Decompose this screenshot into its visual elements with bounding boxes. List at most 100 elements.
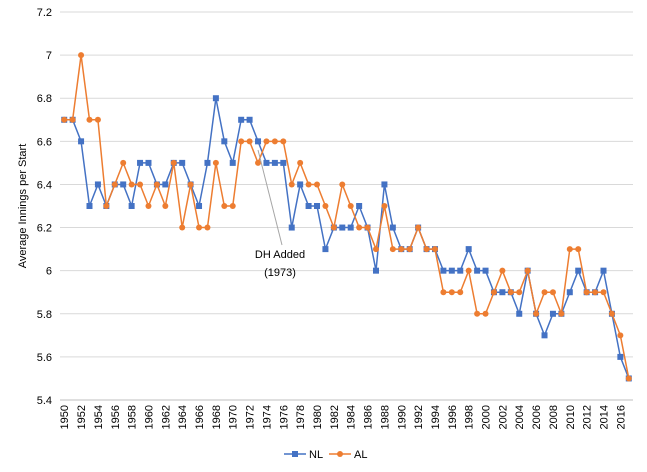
data-point-al [86,116,93,123]
series-layer [61,52,632,382]
data-point-nl [145,159,152,166]
data-point-al [625,375,632,382]
data-point-al [356,224,363,231]
series-al [61,52,632,382]
data-point-nl [297,181,304,188]
data-point-al [533,310,540,317]
data-point-al [431,246,438,253]
y-tick-label: 5.4 [37,395,52,407]
data-point-al [229,203,236,209]
x-tick-label: 1988 [379,405,391,429]
data-point-nl [347,224,354,231]
data-point-al [440,289,447,296]
data-point-nl [314,203,321,209]
x-tick-label: 1998 [464,405,476,429]
data-point-al [507,289,514,296]
x-tick-label: 2010 [565,405,577,429]
data-point-al [372,246,379,253]
x-tick-label: 2014 [599,405,611,429]
data-point-nl [263,159,270,166]
data-point-nl [288,224,295,231]
data-point-al [322,203,329,209]
data-point-al [153,181,160,188]
data-point-al [314,181,321,188]
x-tick-label: 2006 [531,405,543,429]
y-tick-label: 6.6 [37,136,52,148]
x-tick-label: 2004 [514,405,526,429]
legend-al-marker [337,451,343,457]
data-point-al [238,138,245,145]
x-tick-label: 1970 [228,405,240,429]
x-tick-label: 1952 [76,405,88,429]
x-tick-label: 1954 [93,405,105,429]
x-tick-label: 2016 [615,405,627,429]
annotation-line-2: (1973) [264,267,296,279]
y-axis-ticks: 5.4 5.6 5.8 6 6.2 6.4 6.6 6.8 7 7.2 [37,7,52,407]
data-point-al [558,310,565,317]
data-point-nl [137,159,144,166]
x-tick-label: 1960 [143,405,155,429]
data-point-nl [94,181,101,188]
x-tick-label: 1980 [312,405,324,429]
data-point-nl [389,224,396,231]
data-point-al [263,138,270,145]
data-point-nl [271,159,278,166]
data-point-nl [196,203,203,209]
data-point-al [179,224,186,231]
data-point-al [406,246,413,253]
data-point-nl [482,267,489,274]
x-tick-label: 2012 [582,405,594,429]
data-point-al [474,310,481,317]
annotation-leader-line [257,149,283,246]
x-tick-label: 1978 [295,405,307,429]
data-point-nl [280,159,287,166]
y-axis-title: Average Innings per Start [17,144,29,269]
x-tick-label: 2002 [497,405,509,429]
data-point-nl [474,267,481,274]
data-point-nl [322,246,329,253]
data-point-al [187,181,194,188]
legend-item-al: AL [329,449,367,461]
data-point-nl [120,181,127,188]
data-point-al [137,181,144,188]
data-point-al [305,181,312,188]
data-point-al [339,181,346,188]
data-point-nl [204,159,211,166]
data-point-nl [162,181,169,188]
data-point-al [297,159,304,166]
data-point-nl [356,203,363,209]
data-point-nl [516,310,523,317]
x-tick-label: 1972 [245,405,257,429]
data-point-al [212,159,219,166]
data-point-al [389,246,396,253]
y-tick-label: 6 [46,266,52,278]
data-point-al [592,289,599,296]
x-tick-label: 1984 [346,405,358,429]
data-point-al [398,246,405,253]
legend-item-nl: NL [284,449,323,461]
data-point-al [608,310,615,317]
data-point-al [583,289,590,296]
data-point-al [145,203,152,209]
y-tick-label: 7.2 [37,7,52,19]
data-point-nl [255,138,262,145]
y-tick-label: 5.6 [37,352,52,364]
data-point-al [280,138,287,145]
x-tick-label: 2000 [481,405,493,429]
x-tick-label: 1950 [59,405,71,429]
legend-al-label: AL [354,449,367,461]
data-point-al [78,52,85,59]
data-point-nl [128,203,135,209]
data-point-al [457,289,464,296]
data-point-al [94,116,101,123]
data-point-al [128,181,135,188]
y-tick-label: 6.8 [37,93,52,105]
data-point-al [204,224,211,231]
data-point-al [381,203,388,209]
x-tick-label: 1982 [329,405,341,429]
series-line-al [64,55,630,379]
data-point-al [255,159,262,166]
x-tick-label: 1974 [261,405,273,429]
data-point-al [448,289,455,296]
x-tick-label: 1958 [127,405,139,429]
